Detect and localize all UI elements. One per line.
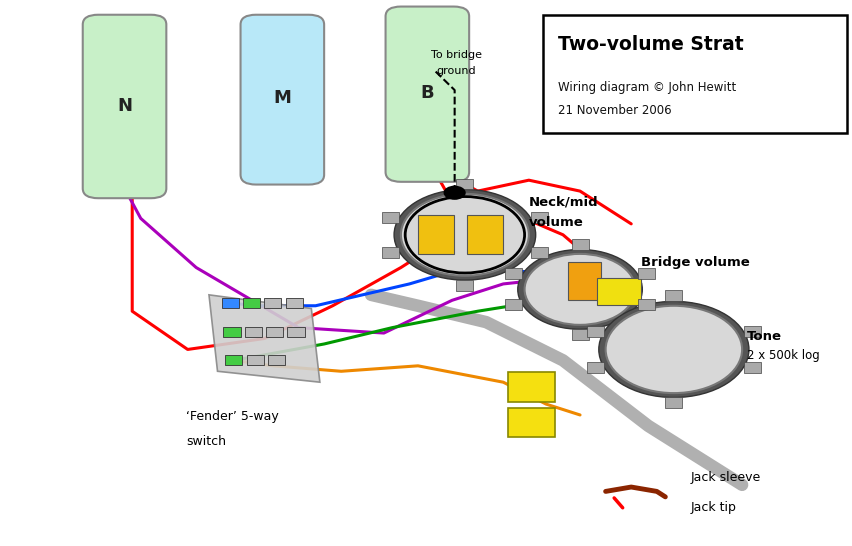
Text: Neck/mid: Neck/mid (528, 195, 598, 209)
FancyBboxPatch shape (222, 298, 239, 308)
Circle shape (517, 250, 642, 329)
FancyBboxPatch shape (743, 363, 760, 373)
Polygon shape (209, 295, 320, 382)
FancyBboxPatch shape (504, 299, 521, 310)
FancyBboxPatch shape (530, 212, 547, 223)
FancyBboxPatch shape (543, 15, 846, 133)
FancyBboxPatch shape (567, 262, 601, 300)
Text: B: B (420, 84, 434, 102)
FancyBboxPatch shape (385, 7, 469, 182)
FancyBboxPatch shape (456, 280, 473, 291)
Text: Jack tip: Jack tip (690, 501, 736, 514)
FancyBboxPatch shape (571, 329, 588, 340)
FancyBboxPatch shape (586, 363, 603, 373)
FancyBboxPatch shape (382, 247, 399, 258)
FancyBboxPatch shape (456, 179, 473, 189)
Text: ‘Fender’ 5-way: ‘Fender’ 5-way (186, 410, 279, 423)
FancyBboxPatch shape (264, 298, 281, 308)
FancyBboxPatch shape (223, 327, 240, 337)
FancyBboxPatch shape (530, 247, 547, 258)
Text: Jack sleeve: Jack sleeve (690, 471, 760, 484)
Circle shape (443, 186, 465, 200)
FancyBboxPatch shape (507, 408, 555, 437)
Circle shape (524, 254, 635, 325)
Text: ground: ground (436, 66, 475, 76)
FancyBboxPatch shape (665, 290, 682, 301)
FancyBboxPatch shape (417, 215, 453, 254)
Text: Bridge volume: Bridge volume (641, 256, 749, 269)
Text: Two-volume Strat: Two-volume Strat (557, 35, 743, 54)
Circle shape (598, 301, 748, 397)
Text: N: N (117, 98, 132, 115)
FancyBboxPatch shape (507, 372, 555, 402)
FancyBboxPatch shape (268, 355, 285, 365)
Text: Tone: Tone (746, 330, 781, 343)
Text: 21 November 2006: 21 November 2006 (557, 104, 671, 117)
Text: Wiring diagram © John Hewitt: Wiring diagram © John Hewitt (557, 81, 735, 94)
Circle shape (400, 194, 528, 276)
FancyBboxPatch shape (266, 327, 283, 337)
FancyBboxPatch shape (243, 298, 260, 308)
FancyBboxPatch shape (637, 269, 654, 280)
FancyBboxPatch shape (504, 269, 521, 280)
Text: volume: volume (528, 216, 583, 229)
FancyBboxPatch shape (743, 325, 760, 336)
FancyBboxPatch shape (246, 355, 263, 365)
FancyBboxPatch shape (240, 15, 324, 185)
FancyBboxPatch shape (586, 325, 603, 336)
Text: M: M (273, 90, 291, 107)
FancyBboxPatch shape (467, 215, 503, 254)
FancyBboxPatch shape (287, 327, 304, 337)
FancyBboxPatch shape (665, 397, 682, 408)
Text: To bridge: To bridge (430, 50, 481, 60)
FancyBboxPatch shape (83, 15, 166, 198)
FancyBboxPatch shape (571, 239, 588, 250)
FancyBboxPatch shape (225, 355, 242, 365)
Circle shape (605, 306, 741, 393)
Circle shape (394, 189, 535, 280)
FancyBboxPatch shape (285, 298, 302, 308)
Text: 2 x 500k log: 2 x 500k log (746, 349, 819, 363)
FancyBboxPatch shape (245, 327, 262, 337)
FancyBboxPatch shape (637, 299, 654, 310)
FancyBboxPatch shape (596, 278, 641, 305)
FancyBboxPatch shape (382, 212, 399, 223)
Text: switch: switch (186, 435, 226, 448)
